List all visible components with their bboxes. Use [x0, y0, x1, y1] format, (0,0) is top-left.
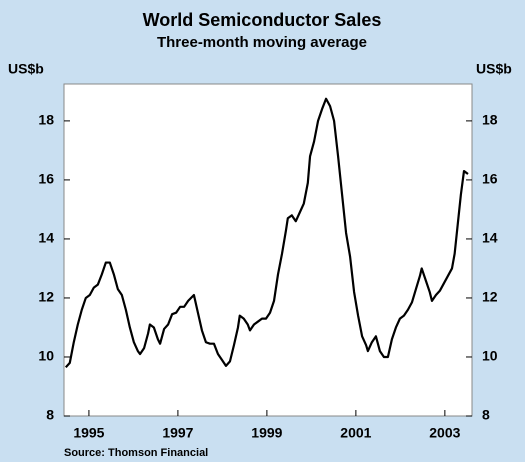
x-tick-label: 2003 [429, 425, 460, 441]
y2-tick-label: 8 [482, 407, 490, 423]
y2-tick-label: 18 [482, 112, 498, 128]
source-note: Source: Thomson Financial [64, 447, 208, 459]
chart-subtitle: Three-month moving average [157, 34, 367, 51]
y2-tick-label: 12 [482, 289, 498, 305]
y2-tick-label: 14 [482, 230, 498, 246]
x-tick-label: 1999 [251, 425, 282, 441]
data-line [64, 97, 469, 369]
chart-title: World Semiconductor Sales [143, 10, 382, 30]
y-tick-label: 18 [38, 112, 54, 128]
plot-area [63, 83, 473, 417]
y2-tick-label: 10 [482, 348, 498, 364]
x-tick-label: 1997 [162, 425, 193, 441]
y-tick-label: 12 [38, 289, 54, 305]
x-tick-label: 1995 [73, 425, 104, 441]
y-axis-label: US$b [8, 61, 44, 77]
x-tick-label: 2001 [340, 425, 371, 441]
y-tick-label: 8 [46, 407, 54, 423]
y2-tick-label: 16 [482, 171, 498, 187]
y-tick-label: 10 [38, 348, 54, 364]
y2-axis-label: US$b [476, 61, 512, 77]
y-tick-label: 14 [38, 230, 54, 246]
y-tick-label: 16 [38, 171, 54, 187]
